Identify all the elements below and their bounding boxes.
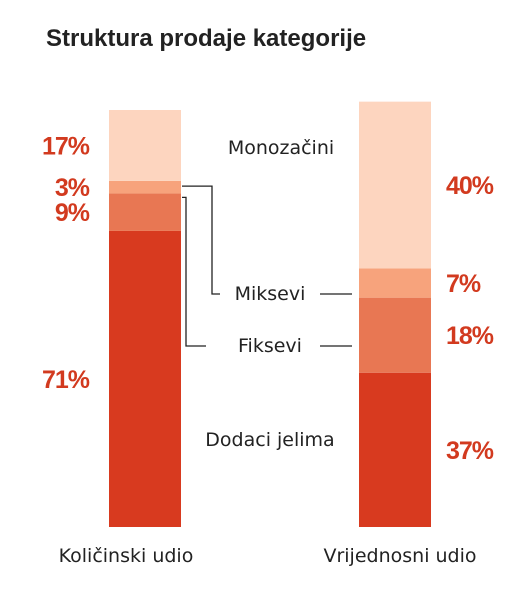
bar-kolicinski-fiksevi	[109, 193, 181, 231]
legend-connectors	[182, 185, 352, 347]
value-label-kolicinski-dodaci-jelima: 71%	[42, 366, 90, 394]
chart-title: Struktura prodaje kategorije	[46, 25, 366, 52]
value-label-kolicinski-monozacini: 17%	[42, 132, 90, 160]
bar-vrijednosni-fiksevi	[359, 297, 431, 373]
bar-kolicinski-miksevi	[109, 180, 181, 194]
bar-vrijednosni-miksevi	[359, 268, 431, 298]
value-label-vrijednosni-monozacini: 40%	[446, 172, 494, 200]
bars	[109, 101, 431, 527]
value-labels: 71% 9%3% 17% 37% 18% 7% 40%	[42, 132, 495, 465]
connector-fiksevi-left	[182, 196, 206, 347]
legend-label-dodaci-jelima: Dodaci jelima	[205, 429, 334, 451]
value-label-kolicinski-fiksevi: 9%	[55, 199, 90, 227]
column-label-kolicinski: Količinski udio	[59, 545, 194, 567]
legend-label-monozacini: Monozačini	[228, 137, 334, 159]
value-label-vrijednosni-miksevi: 7%	[446, 270, 481, 298]
legend-label-miksevi: Miksevi	[235, 283, 306, 305]
column-label-vrijednosni: Vrijednosni udio	[323, 545, 476, 567]
value-label-kolicinski-miksevi: 3%	[55, 174, 90, 202]
bar-kolicinski-monozacini	[109, 110, 181, 181]
bar-kolicinski-dodaci-jelima	[109, 230, 181, 527]
bar-vrijednosni-dodaci-jelima	[359, 372, 431, 527]
value-label-vrijednosni-dodaci-jelima: 37%	[446, 437, 494, 465]
legend-label-fiksevi: Fiksevi	[238, 335, 302, 357]
connector-miksevi-left	[182, 185, 220, 295]
value-label-vrijednosni-fiksevi: 18%	[446, 322, 494, 350]
bar-vrijednosni-monozacini	[359, 101, 431, 269]
